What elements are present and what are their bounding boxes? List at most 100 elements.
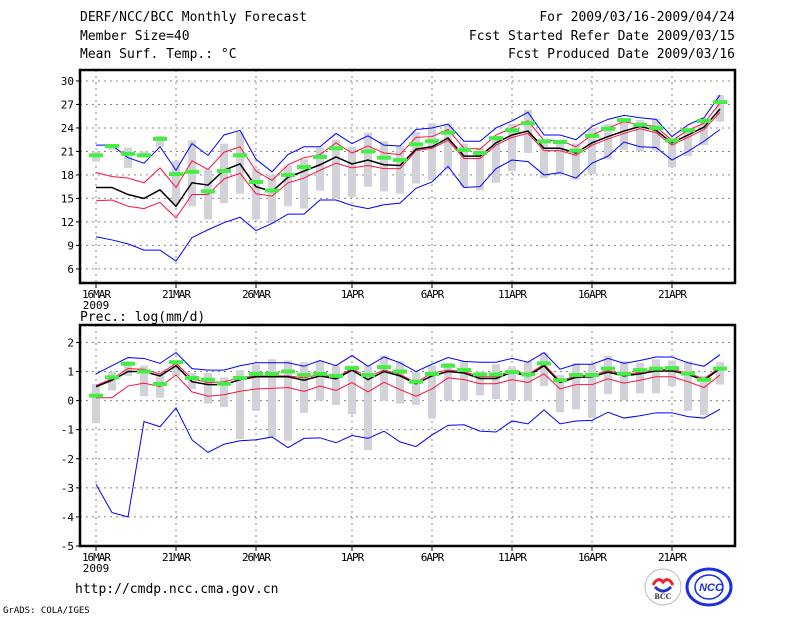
temp-xtick-label: 26MAR: [242, 288, 271, 301]
temp-observed-mark: [617, 118, 631, 123]
precip-observed-mark: [665, 366, 679, 371]
precip-range-bar: [668, 360, 676, 387]
temp-range-bar: [508, 124, 516, 172]
temp-xtick-label: 21APR: [658, 288, 687, 301]
precip-line-mean-sd: [96, 373, 721, 399]
temp-line-max: [96, 94, 721, 173]
temp-range-bar: [332, 139, 340, 199]
precip-xtick-label: 26MAR: [242, 551, 271, 564]
precip-range-bar: [460, 361, 468, 401]
temp-observed-mark: [249, 179, 263, 184]
temp-line-mean-sd: [95, 102, 721, 189]
temp-range-bar: [476, 147, 484, 191]
precip-range-bar: [92, 384, 100, 424]
precip-range-bar: [268, 359, 276, 437]
temp-xtick-label: 16MAR: [82, 288, 111, 301]
temp-observed-mark: [457, 147, 471, 152]
forecast-period: For 2009/03/16-2009/04/24: [539, 10, 735, 25]
precip-range-bar: [636, 362, 644, 394]
temp-ytick-label: 27: [61, 98, 74, 111]
precip-range-bar: [236, 370, 244, 439]
precip-observed-mark: [489, 372, 503, 377]
precip-observed-mark: [377, 365, 391, 370]
temp-range-bar: [620, 118, 628, 150]
precip-observed-mark: [681, 371, 695, 376]
precip-ytick-label: -2: [61, 453, 74, 466]
precip-observed-mark: [169, 360, 183, 365]
temp-observed-mark: [265, 188, 279, 193]
temp-observed-mark: [489, 136, 503, 141]
precip-range-bar: [172, 361, 180, 376]
precip-observed-mark: [345, 366, 359, 371]
temp-observed-mark: [601, 126, 615, 131]
source-url[interactable]: http://cmdp.ncc.cma.gov.cn: [75, 582, 279, 597]
ncc-logo: NCC: [685, 567, 733, 607]
temp-observed-mark: [649, 125, 663, 130]
precip-xtick-label: 6APR: [421, 551, 445, 564]
temp-line-mean-sd: [95, 111, 721, 219]
precip-xtick-label: 16APR: [578, 551, 607, 564]
precip-range-bar: [620, 361, 628, 401]
precip-range-bar: [428, 365, 436, 419]
precip-observed-mark: [121, 361, 135, 366]
temp-ytick-label: 30: [61, 75, 74, 88]
precip-range-bar: [380, 355, 388, 401]
precip-ytick-label: -1: [61, 424, 74, 437]
member-size: Member Size=40: [80, 29, 190, 44]
temp-range-bar: [460, 143, 468, 187]
temp-observed-mark: [697, 118, 711, 123]
temp-observed-mark: [217, 169, 231, 174]
precip-observed-mark: [281, 369, 295, 374]
precip-range-bar: [332, 365, 340, 405]
precip-observed-mark: [473, 372, 487, 377]
precip-range-bar: [588, 364, 596, 419]
precip-panel-label: Prec.: log(mm/d): [80, 310, 206, 325]
temp-observed-mark: [473, 151, 487, 156]
temp-range-bar: [700, 117, 708, 146]
temp-ytick-label: 24: [61, 122, 75, 135]
temp-range-bar: [668, 139, 676, 168]
temp-range-bar: [604, 124, 612, 160]
precip-line-max: [95, 351, 721, 375]
precip-xtick-label: 21MAR: [162, 551, 191, 564]
temp-observed-mark: [297, 165, 311, 170]
precip-observed-mark: [617, 371, 631, 376]
precip-range-bar: [604, 355, 612, 395]
temp-ytick-label: 6: [67, 263, 74, 276]
precip-observed-mark: [409, 379, 423, 384]
temp-observed-mark: [361, 149, 375, 154]
temp-panel-label: Mean Surf. Temp.: °C: [80, 47, 237, 62]
temp-range-bar: [396, 145, 404, 194]
precip-observed-mark: [89, 393, 103, 398]
produced-date: Fcst Produced Date 2009/03/16: [508, 47, 735, 62]
temp-observed-mark: [281, 172, 295, 177]
temp-ytick-label: 15: [61, 192, 74, 205]
temp-range-bar: [540, 141, 548, 179]
svg-text:BCC: BCC: [655, 592, 672, 601]
precip-observed-mark: [313, 371, 327, 376]
precip-range-bar: [684, 361, 692, 411]
precip-range-bar: [396, 361, 404, 404]
precip-range-bar: [300, 362, 308, 413]
precip-observed-mark: [249, 371, 263, 376]
temp-observed-mark: [713, 100, 727, 105]
temp-range-bar: [684, 127, 692, 157]
precip-range-bar: [412, 372, 420, 405]
precip-observed-mark: [233, 375, 247, 380]
temp-observed-mark: [569, 148, 583, 153]
temp-observed-mark: [393, 158, 407, 163]
precip-observed-mark: [361, 373, 375, 378]
temp-observed-mark: [585, 133, 599, 138]
precip-observed-mark: [201, 377, 215, 382]
precip-xtick-label: 16MAR: [82, 551, 111, 564]
precip-ytick-label: -3: [61, 482, 74, 495]
precip-ytick-label: 1: [67, 366, 74, 379]
precip-range-bar: [140, 365, 148, 397]
precip-range-bar: [540, 352, 548, 387]
precip-xtick-label: 11APR: [498, 551, 527, 564]
precip-observed-mark: [713, 366, 727, 371]
precip-observed-mark: [265, 371, 279, 376]
precip-observed-mark: [505, 370, 519, 375]
